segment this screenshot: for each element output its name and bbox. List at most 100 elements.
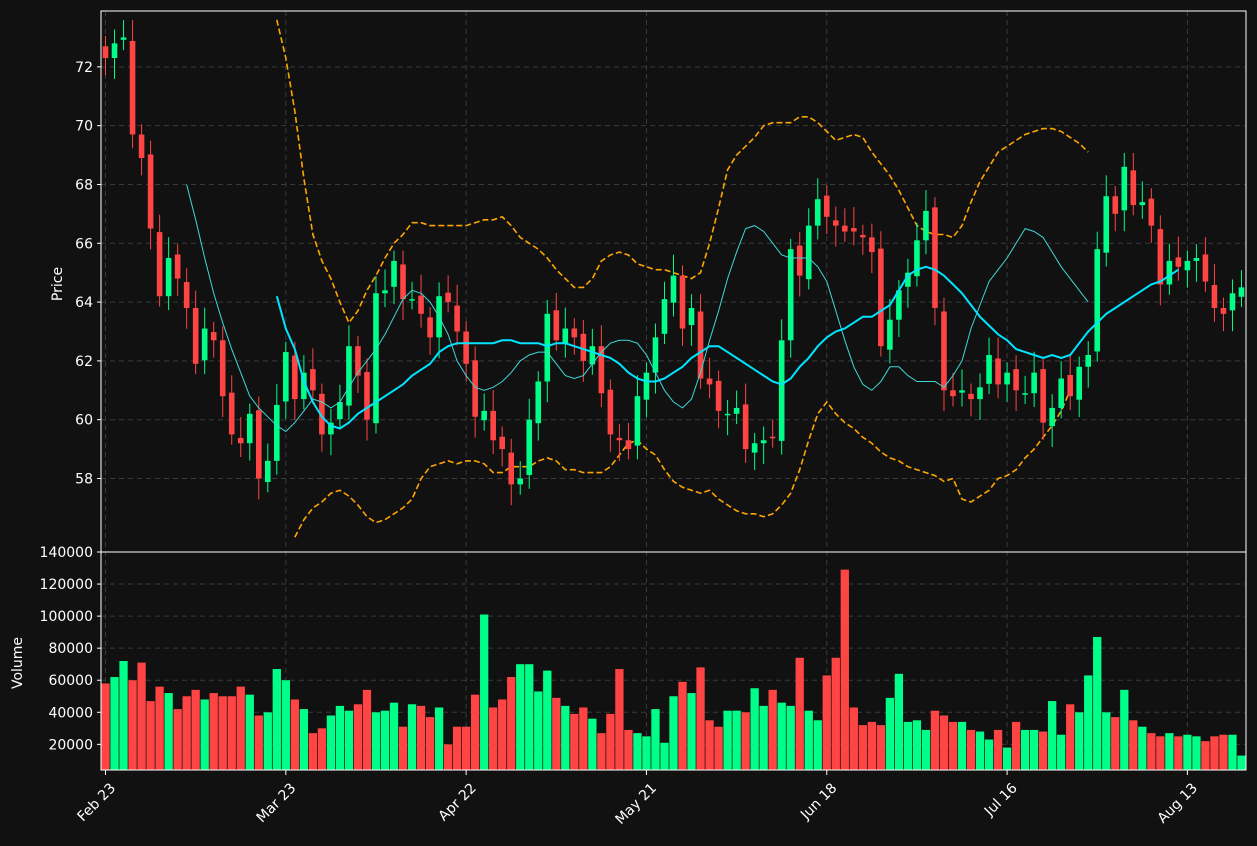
- candle-body: [1238, 287, 1245, 297]
- volume-bar: [948, 721, 958, 770]
- volume-bar: [678, 681, 687, 770]
- volume-bar: [579, 707, 588, 770]
- candle-body: [842, 225, 848, 232]
- volume-bar: [624, 729, 633, 770]
- volume-bar: [200, 699, 209, 770]
- volume-tick-label: 140000: [40, 545, 93, 561]
- candle-body: [652, 337, 659, 373]
- candle-body: [355, 346, 361, 376]
- candle-body: [832, 220, 839, 226]
- candle-body: [796, 245, 803, 276]
- volume-bar: [777, 702, 786, 770]
- candle-body: [463, 331, 469, 364]
- volume-bar: [389, 702, 399, 770]
- volume-bar: [1084, 675, 1093, 770]
- volume-bar: [534, 691, 543, 770]
- candle-body: [147, 154, 154, 229]
- volume-bar: [831, 657, 840, 770]
- candle-body: [1067, 374, 1073, 397]
- candle-body: [778, 340, 785, 441]
- volume-bar: [669, 696, 678, 770]
- volume-bar: [561, 705, 570, 770]
- volume-bar: [164, 693, 173, 770]
- candle-body: [1211, 285, 1218, 308]
- volume-bar: [1020, 729, 1030, 770]
- volume-bar: [570, 713, 579, 770]
- candle-body: [1139, 202, 1146, 206]
- candle-body: [1040, 369, 1046, 423]
- volume-bar: [714, 726, 723, 770]
- candle-body: [1193, 257, 1200, 261]
- volume-bar: [786, 705, 795, 770]
- volume-bar: [398, 726, 408, 770]
- candle-body: [102, 46, 109, 59]
- candle-body: [1202, 254, 1209, 282]
- volume-bar: [1011, 721, 1021, 770]
- candle-body: [643, 372, 650, 400]
- candle-body: [481, 410, 487, 421]
- candle-body: [391, 260, 397, 287]
- volume-tick-label: 20000: [48, 737, 93, 753]
- candle-body: [228, 392, 235, 435]
- candle-body: [292, 355, 298, 400]
- volume-bar: [236, 686, 245, 770]
- candle-body: [589, 346, 596, 365]
- volume-bar: [588, 718, 597, 770]
- volume-bar: [461, 726, 471, 770]
- price-axis-label: Price: [50, 267, 66, 301]
- volume-bar: [1002, 747, 1012, 770]
- volume-bar: [507, 677, 516, 770]
- volume-tick-label: 40000: [48, 705, 93, 721]
- volume-bar: [344, 710, 354, 770]
- volume-bar: [516, 664, 525, 770]
- candle-body: [1013, 369, 1019, 391]
- long-moving-average-line: [275, 265, 1179, 430]
- candle-body: [526, 419, 533, 475]
- volume-bar: [894, 673, 904, 770]
- volume-bar: [804, 710, 813, 770]
- volume-bar: [759, 705, 768, 770]
- candle-body: [787, 249, 794, 341]
- candle-body: [1076, 366, 1083, 400]
- volume-bar: [380, 710, 390, 770]
- volume-bar: [732, 710, 741, 770]
- volume-bar: [651, 709, 660, 770]
- volume-bar: [218, 696, 227, 770]
- volume-bar: [155, 686, 164, 770]
- candle-body: [301, 372, 307, 400]
- candle-body: [382, 290, 388, 294]
- volume-bar: [1093, 636, 1102, 770]
- candle-body: [138, 134, 145, 159]
- volume-bar: [660, 742, 669, 770]
- candle-body: [201, 328, 208, 361]
- volume-bar: [191, 689, 200, 770]
- volume-bar: [1165, 733, 1174, 770]
- candle-body: [688, 307, 695, 326]
- price-tick-label: 72: [75, 60, 93, 76]
- candle-body: [914, 240, 920, 277]
- candle-body: [535, 381, 542, 424]
- volume-bar: [633, 733, 642, 770]
- candle-body: [1085, 355, 1092, 367]
- candle-body: [319, 393, 325, 435]
- candle-body: [1031, 372, 1037, 394]
- candle-body: [760, 440, 767, 444]
- volume-bar: [1057, 734, 1066, 770]
- candle-body: [111, 43, 118, 59]
- volume-bar: [407, 704, 417, 770]
- volume-bar: [182, 696, 191, 770]
- candle-body: [751, 443, 758, 453]
- volume-bar: [723, 710, 732, 770]
- volume-bar: [876, 725, 886, 770]
- candle-body: [129, 40, 136, 135]
- volume-bar: [317, 728, 327, 770]
- volume-bar: [128, 680, 137, 770]
- volume-bar: [525, 664, 534, 770]
- volume-bar: [903, 721, 913, 770]
- volume-bar: [299, 709, 309, 770]
- candle-body: [445, 292, 451, 303]
- volume-bar: [1129, 720, 1138, 770]
- candle-body: [246, 413, 253, 444]
- moving-average-lines: [186, 184, 1179, 433]
